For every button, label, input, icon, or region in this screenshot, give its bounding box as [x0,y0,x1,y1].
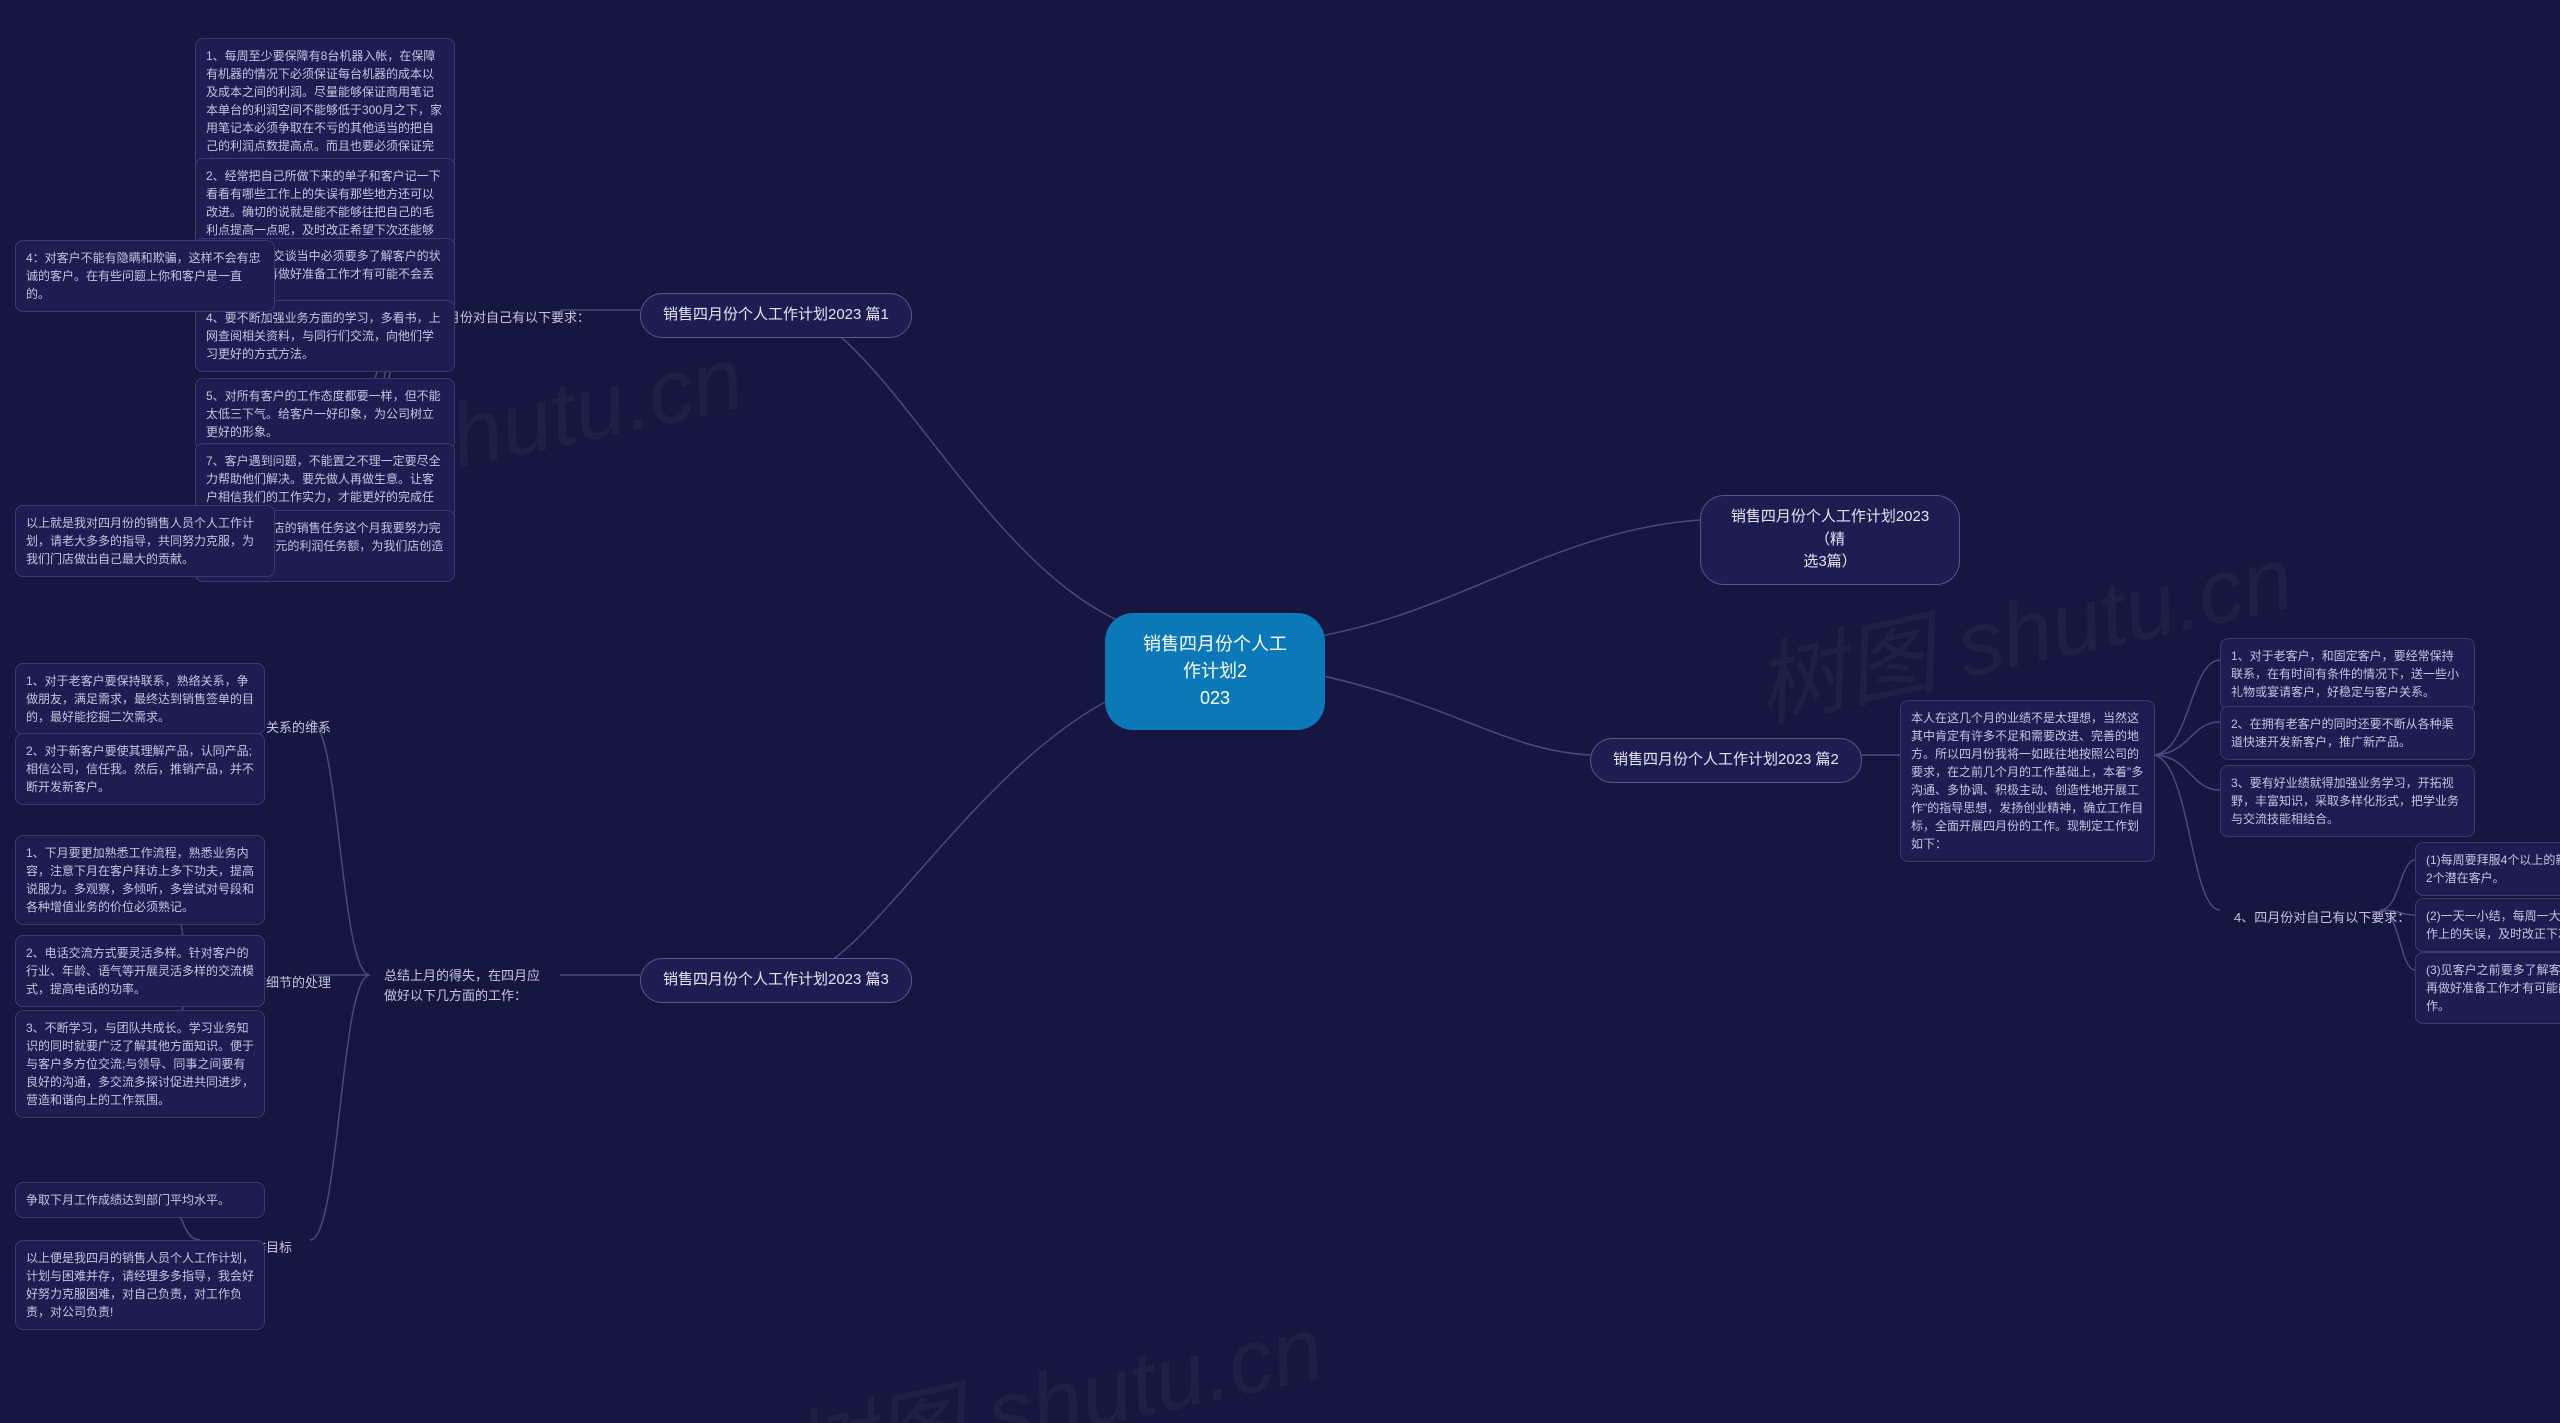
section1-closing: 以上就是我对四月份的销售人员个人工作计划，请老大多多的指导，共同努力克服，为我们… [15,505,275,577]
section3-b1-item2: 2、对于新客户要使其理解产品，认同产品;相信公司，信任我。然后，推销产品，并不断… [15,733,265,805]
section3-b2-item3: 3、不断学习，与团队共成长。学习业务知识的同时就要广泛了解其他方面知识。便于与客… [15,1010,265,1118]
tailnote-l2: 诚的客户。在有些问题上你和客户是一直的。 [26,267,264,303]
section1-tailnote: 4：对客户不能有隐瞒和欺骗，这样不会有忠 诚的客户。在有些问题上你和客户是一直的… [15,240,275,312]
section3-b3-item1: 争取下月工作成绩达到部门平均水平。 [15,1182,265,1218]
root-line2: 023 [1135,685,1295,712]
watermark: 树图 shutu.cn [772,1275,1332,1423]
section2-four-1: (1)每周要拜服4个以上的新客户，还要有1到2个潜在客户。 [2415,842,2560,896]
root-line1: 销售四月份个人工作计划2 [1135,631,1295,685]
right-summary-l2: 选3篇） [1723,551,1937,574]
section2-item-1: 1、对于老客户，和固定客户，要经常保持联系，在有时间有条件的情况下，送一些小礼物… [2220,638,2475,710]
section3-title: 销售四月份个人工作计划2023 篇3 [640,958,912,1003]
section1-item-5: 5、对所有客户的工作态度都要一样，但不能太低三下气。给客户一好印象，为公司树立更… [195,378,455,450]
section2-four-label: 4、四月份对自己有以下要求： [2220,900,2424,936]
section3-b1-item1: 1、对于老客户要保持联系，熟络关系，争做朋友，满足需求，最终达到销售签单的目的，… [15,663,265,735]
section2-four-3: (3)见客户之前要多了解客户的状态和需求，再做好准备工作才有可能能与这个客户合作… [2415,952,2560,1024]
section3-b2-item1: 1、下月要更加熟悉工作流程，熟悉业务内容，注意下月在客户拜访上多下功夫，提高说服… [15,835,265,925]
section3-b3-item2: 以上便是我四月的销售人员个人工作计划，计划与困难并存，请经理多多指导，我会好好努… [15,1240,265,1330]
right-summary-node: 销售四月份个人工作计划2023（精 选3篇） [1700,495,1960,585]
section3-sublabel: 总结上月的得失，在四月应做好以下几方面的工作： [370,958,560,1013]
section2-title: 销售四月份个人工作计划2023 篇2 [1590,738,1862,783]
section2-item-2: 2、在拥有老客户的同时还要不断从各种渠道快速开发新客户，推广新产品。 [2220,706,2475,760]
root-node: 销售四月份个人工作计划2 023 [1105,613,1325,730]
section3-b2-item2: 2、电话交流方式要灵活多样。针对客户的行业、年龄、语气等开展灵活多样的交流模式，… [15,935,265,1007]
section1-title: 销售四月份个人工作计划2023 篇1 [640,293,912,338]
right-summary-l1: 销售四月份个人工作计划2023（精 [1723,506,1937,551]
section2-four-2: (2)一天一小结，每周一大结，看看有哪些工作上的失误，及时改正下次不要再犯。 [2415,898,2560,952]
section2-intro: 本人在这几个月的业绩不是太理想，当然这其中肯定有许多不足和需要改进、完善的地方。… [1900,700,2155,862]
tailnote-l1: 4：对客户不能有隐瞒和欺骗，这样不会有忠 [26,249,264,267]
section2-item-3: 3、要有好业绩就得加强业务学习，开拓视野，丰富知识，采取多样化形式，把学业务与交… [2220,765,2475,837]
